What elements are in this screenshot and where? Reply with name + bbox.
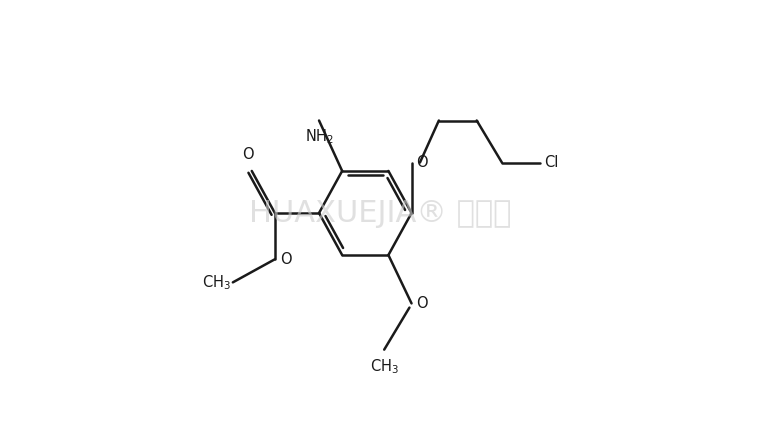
- Text: HUAXUEJIA® 化学加: HUAXUEJIA® 化学加: [249, 199, 511, 227]
- Text: O: O: [416, 296, 428, 311]
- Text: CH$_3$: CH$_3$: [369, 357, 399, 376]
- Text: CH$_3$: CH$_3$: [201, 273, 231, 292]
- Text: O: O: [416, 155, 428, 170]
- Text: NH$_2$: NH$_2$: [305, 127, 334, 146]
- Text: Cl: Cl: [544, 155, 559, 170]
- Text: O: O: [280, 252, 292, 267]
- Text: O: O: [242, 147, 253, 162]
